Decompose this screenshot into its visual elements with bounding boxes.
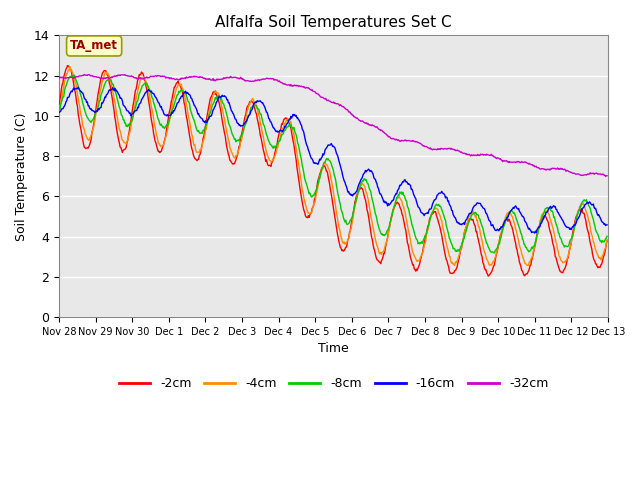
Y-axis label: Soil Temperature (C): Soil Temperature (C)	[15, 112, 28, 240]
X-axis label: Time: Time	[318, 342, 349, 356]
Title: Alfalfa Soil Temperatures Set C: Alfalfa Soil Temperatures Set C	[215, 15, 452, 30]
Legend: -2cm, -4cm, -8cm, -16cm, -32cm: -2cm, -4cm, -8cm, -16cm, -32cm	[114, 372, 554, 396]
Text: TA_met: TA_met	[70, 39, 118, 52]
